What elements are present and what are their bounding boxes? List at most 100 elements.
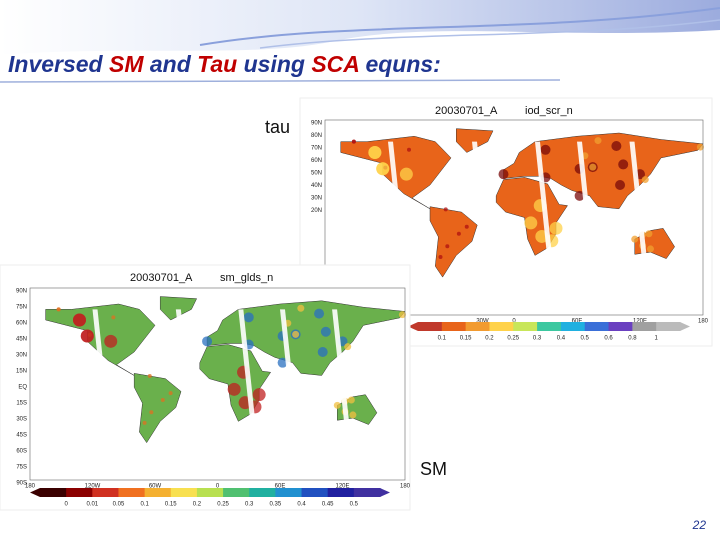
map-panel: 20030701_A iod_scr_n 90N 80N 70N 60N 50N 40N 30N… [299, 97, 713, 347]
map-x-label: 120W [85, 484, 101, 490]
colorbar-segment [560, 322, 586, 331]
title-part: Tau [197, 51, 237, 77]
map-subtitle: sm_glds_n [220, 272, 273, 284]
page-number: 22 [692, 518, 707, 532]
map-patch [347, 396, 355, 404]
map-x-label: 180 [25, 484, 36, 490]
map-patch [317, 347, 328, 357]
swath-gap [332, 309, 350, 427]
map-patch [80, 329, 94, 343]
slide-title: Inversed SM and Tau using SCA equns: [8, 51, 441, 77]
swath-gap [175, 309, 194, 427]
swath-gap [238, 309, 256, 427]
colorbar-label: 0.6 [604, 336, 613, 342]
map-patch [202, 336, 213, 347]
colorbar-segment [170, 488, 198, 497]
colorbar-label: 0.5 [350, 502, 359, 508]
colorbar-segment [66, 488, 93, 497]
title-part: SM [109, 51, 144, 77]
colorbar-label: 0.4 [297, 502, 306, 508]
map-patch [398, 311, 406, 319]
title-part: and [144, 51, 198, 77]
map-x-label: 30W [476, 319, 489, 325]
map-frame [29, 287, 406, 481]
colorbar-label: 0.4 [557, 336, 566, 342]
map-patch [445, 244, 450, 249]
colorbar-label: 0.2 [485, 336, 494, 342]
map-patch [438, 255, 443, 260]
panel-label: SM [420, 459, 447, 479]
map-patch [160, 398, 165, 402]
map-y-label: 60S [16, 449, 27, 455]
colorbar-end [680, 322, 690, 331]
title-part: SCA [311, 51, 359, 77]
map-y-label: 15N [16, 369, 27, 375]
map-x-label: 120E [633, 319, 647, 325]
map-y-label: 45S [16, 433, 27, 439]
panel-label: tau [265, 117, 290, 137]
colorbar-segment [196, 488, 224, 497]
colorbar-label: 0.3 [533, 336, 542, 342]
map-patch [320, 326, 331, 337]
colorbar-end [30, 488, 40, 497]
colorbar-label: 0.2 [193, 502, 202, 508]
map-x-label: 0 [216, 484, 220, 490]
map-y-label: 60N [311, 158, 322, 164]
map-patch [72, 313, 86, 327]
colorbar-label: 0.15 [460, 336, 472, 342]
map-patch [594, 137, 602, 145]
map-patch [641, 176, 649, 184]
colorbar-label: 0.05 [113, 502, 125, 508]
map-patch [399, 167, 413, 181]
map-patch [524, 216, 538, 230]
panels: 20030701_A iod_scr_n 90N 80N 70N 60N 50N 40N 30N… [0, 97, 713, 511]
map-y-label: 30N [311, 196, 322, 202]
colorbar-label: 0.15 [165, 502, 177, 508]
colorbar-label: 0.3 [245, 502, 254, 508]
colorbar-label: 0.1 [140, 502, 149, 508]
map-patch [611, 141, 622, 151]
map-patch [631, 235, 639, 243]
colorbar-segment [632, 322, 657, 331]
map-y-label: 45N [16, 337, 27, 343]
colorbar-segment [327, 488, 355, 497]
map-patch [333, 401, 341, 409]
title-rule [0, 79, 561, 83]
map-y-label: 75S [16, 465, 27, 471]
map-title: 20030701_A [130, 272, 193, 284]
colorbar-segment [144, 488, 172, 497]
map-patch [149, 410, 154, 415]
map-y-label: 70N [311, 146, 322, 152]
title-part: Inversed [8, 51, 109, 77]
colorbar-segment [92, 488, 119, 497]
colorbar-label: 0.25 [507, 336, 519, 342]
map-x-label: 120E [335, 484, 349, 490]
map-patch [111, 315, 116, 320]
map-y-label: 80N [311, 133, 322, 139]
colorbar-segment [465, 322, 490, 331]
colorbar-segment [513, 322, 538, 331]
map-panel: 20030701_A sm_glds_n 90N 75N 60N 45N 30N 15N EQ 1… [0, 264, 411, 511]
title-part: equns: [359, 51, 441, 77]
continent [133, 373, 182, 444]
colorbar-segment [353, 488, 381, 497]
colorbar-label: 0.45 [322, 502, 334, 508]
colorbar-segment [584, 322, 610, 331]
map-patch [56, 307, 61, 312]
swath-gap [535, 141, 553, 261]
continent [206, 300, 406, 376]
colorbar-label: 1 [655, 336, 659, 342]
map-patch [147, 374, 152, 378]
colorbar-label: 0.5 [581, 336, 590, 342]
map-patch [314, 308, 325, 319]
map-x-label: 60E [275, 484, 286, 490]
colorbar-segment [418, 322, 443, 331]
map-patch [142, 420, 147, 425]
map-x-label: 60E [572, 319, 583, 325]
continent [503, 132, 704, 210]
map-y-label: 50N [311, 171, 322, 177]
title-part: using [237, 51, 311, 77]
colorbar-label: 0.01 [86, 502, 98, 508]
header-swoosh [0, 0, 720, 55]
